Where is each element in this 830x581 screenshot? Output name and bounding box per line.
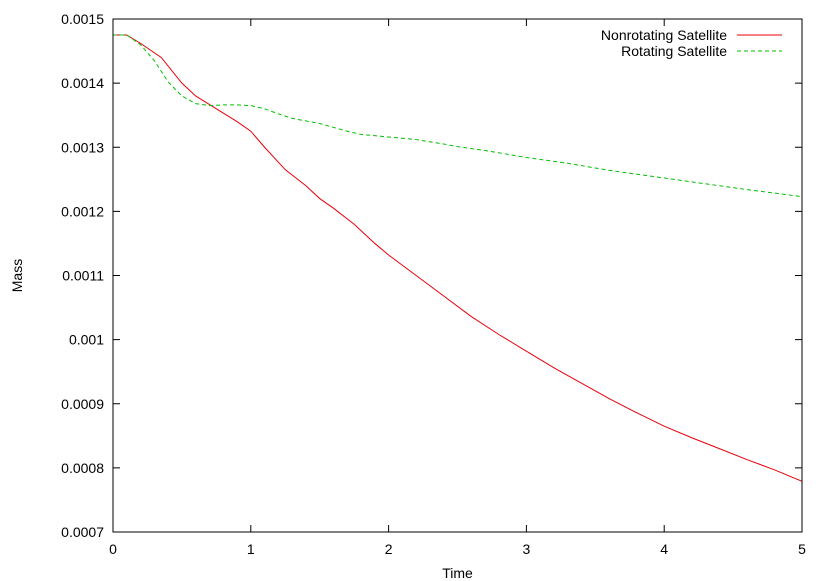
y-tick-label: 0.0014 <box>61 75 104 91</box>
x-tick-label: 2 <box>385 541 393 557</box>
x-tick-label: 0 <box>109 541 117 557</box>
plot-frame <box>112 18 803 533</box>
y-tick-label: 0.0007 <box>61 524 104 540</box>
y-tick-label: 0.0011 <box>62 268 104 284</box>
x-axis-title: Time <box>442 565 473 581</box>
x-tick-label: 4 <box>660 541 668 557</box>
x-tick-label: 3 <box>523 541 531 557</box>
y-axis-title: Mass <box>9 259 25 292</box>
legend-label-1: Nonrotating Satellite <box>601 27 727 43</box>
y-tick-label: 0.0015 <box>61 11 104 27</box>
y-tick-label: 0.001 <box>69 332 104 348</box>
x-tick-label: 5 <box>798 541 806 557</box>
tick-labels: 0 1 2 3 4 5 0.0007 0.0008 0.0009 0.001 0.0011 0.001… <box>61 11 806 557</box>
y-tick-label: 0.0009 <box>61 396 104 412</box>
series-layer <box>113 34 803 482</box>
series-line-2 <box>113 34 803 198</box>
y-tick-label: 0.0013 <box>61 139 104 155</box>
legend-label-2: Rotating Satellite <box>621 43 727 59</box>
x-tick-label: 1 <box>247 541 255 557</box>
y-tick-label: 0.0012 <box>61 203 104 219</box>
series-line-1 <box>113 34 803 482</box>
y-tick-label: 0.0008 <box>61 460 104 476</box>
